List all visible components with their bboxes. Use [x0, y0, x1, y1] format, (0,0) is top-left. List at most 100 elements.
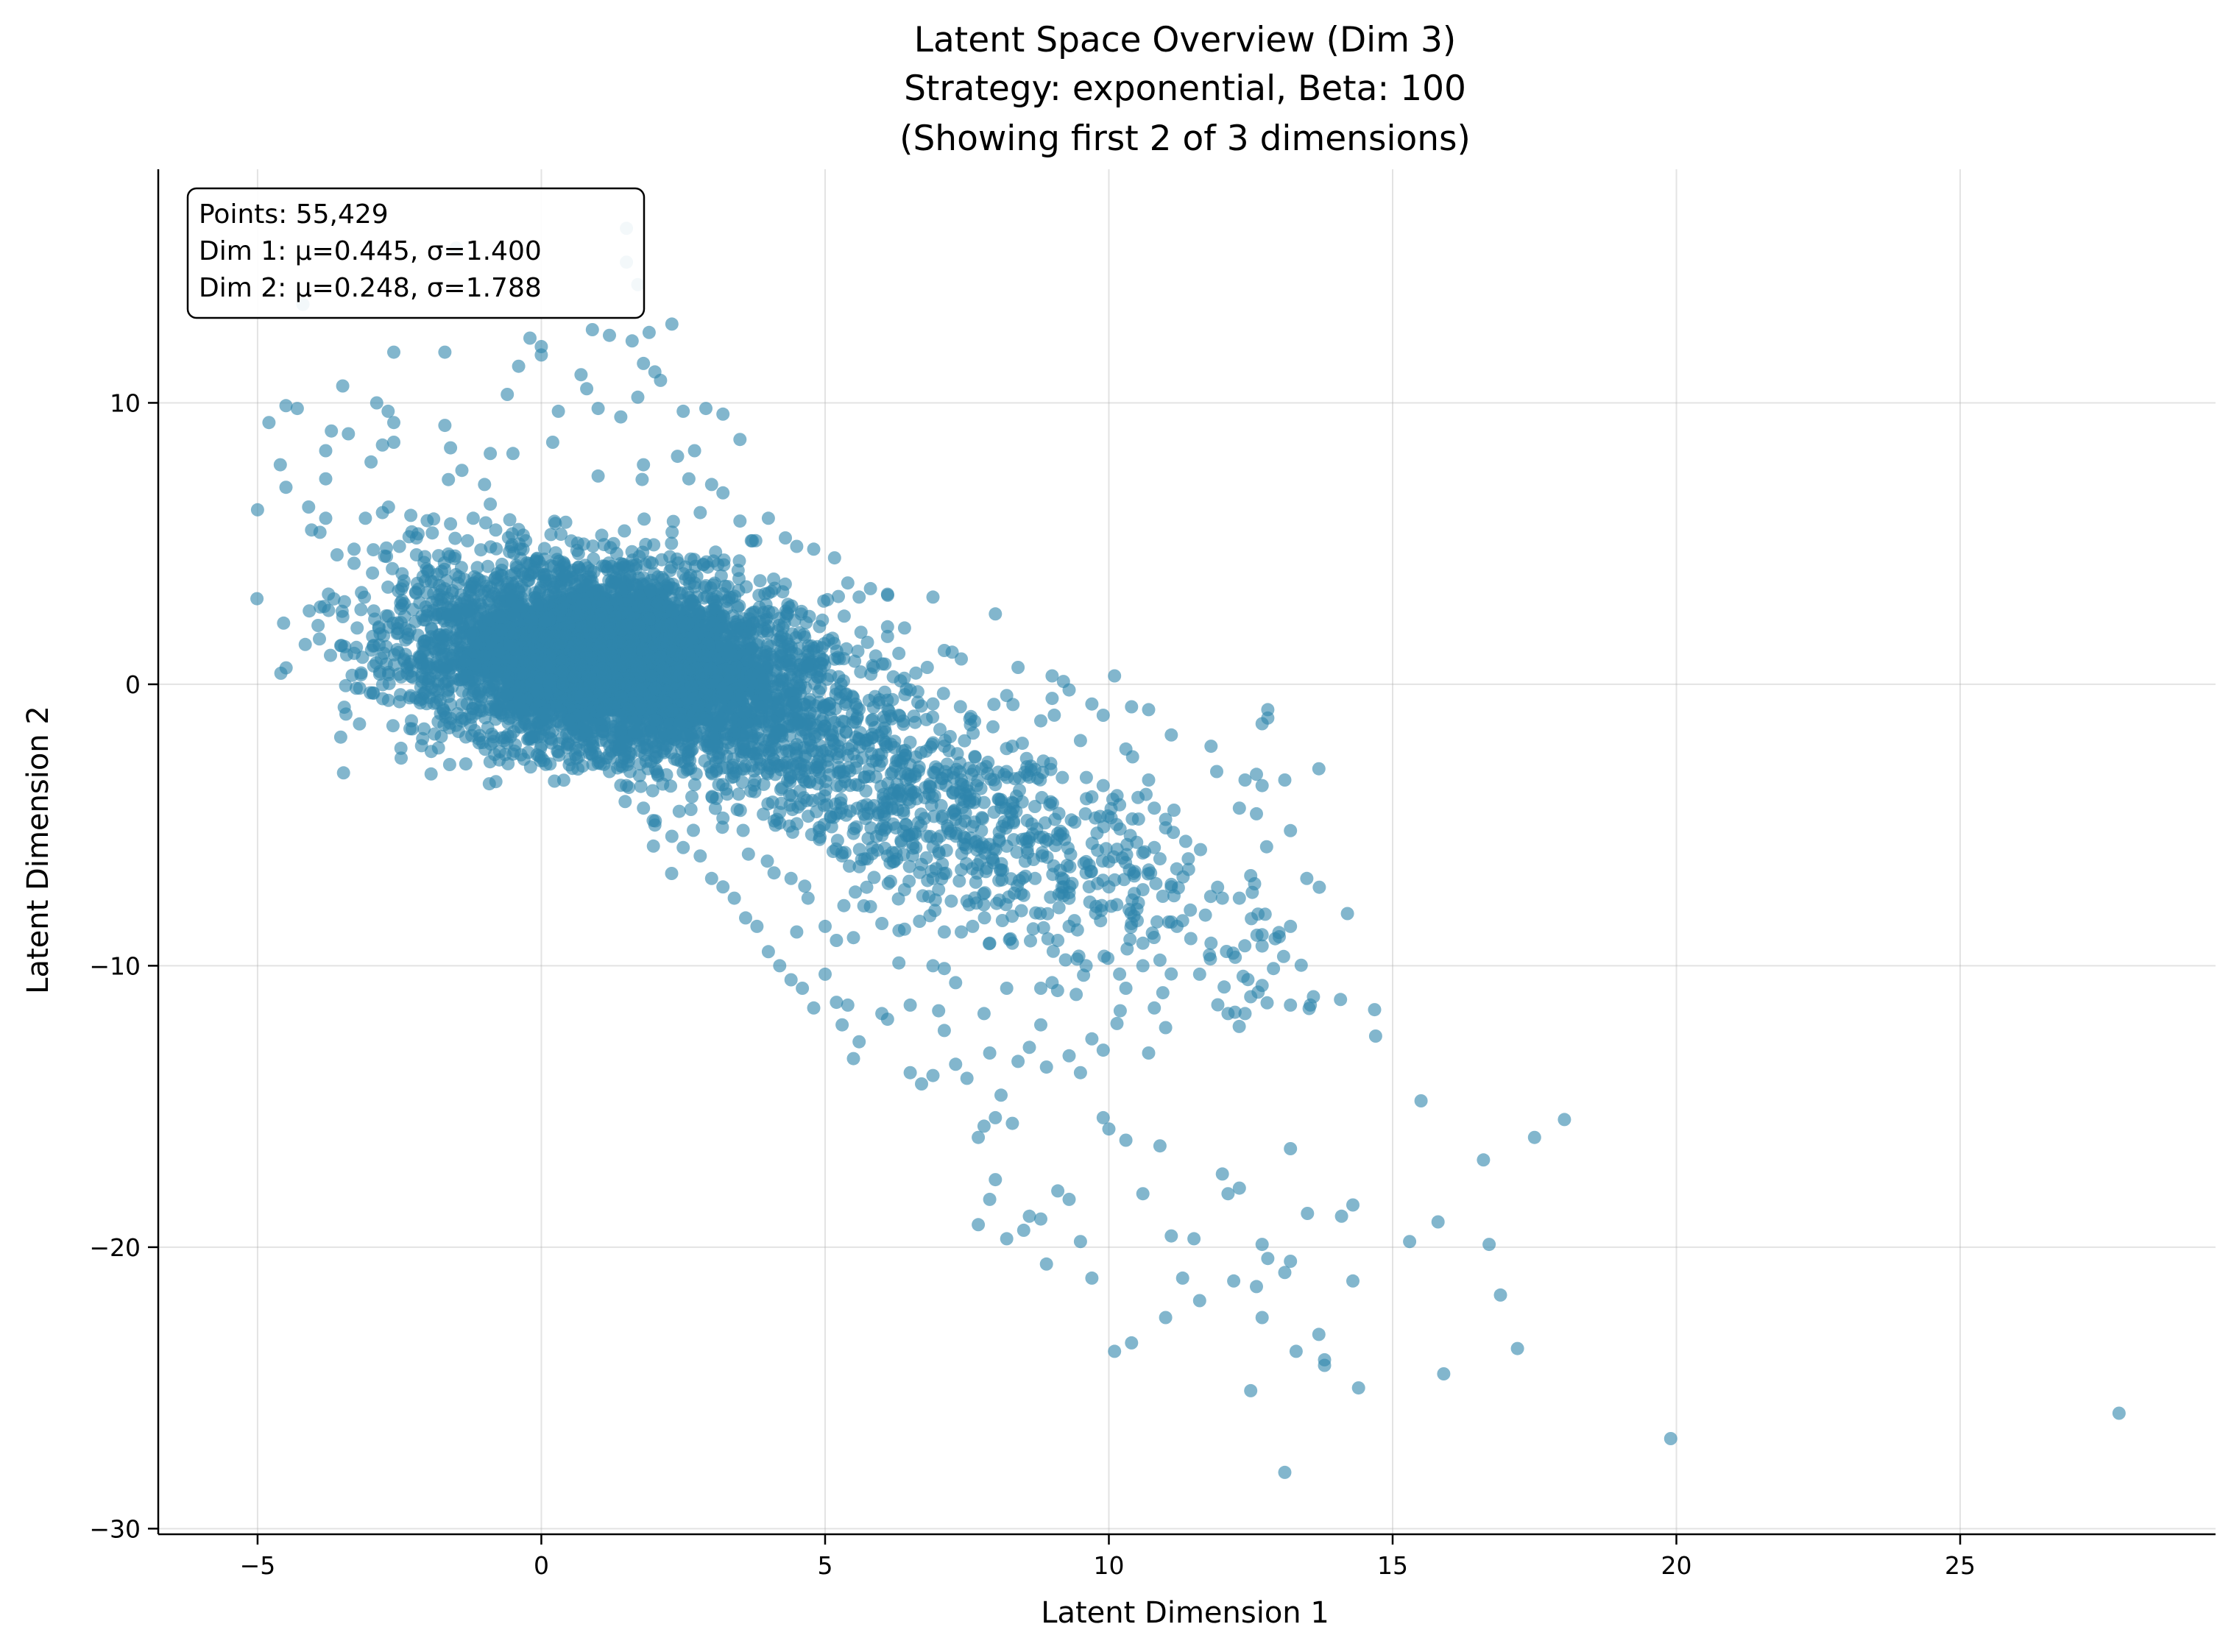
- data-point: [358, 590, 372, 604]
- data-point: [375, 678, 389, 692]
- data-point: [395, 751, 408, 765]
- data-point: [909, 666, 923, 680]
- data-point: [350, 621, 364, 635]
- data-point: [756, 624, 770, 638]
- data-point: [464, 707, 477, 721]
- data-point: [663, 629, 676, 643]
- data-point: [799, 616, 813, 630]
- data-point: [334, 639, 348, 653]
- data-point: [660, 768, 673, 781]
- data-point: [489, 523, 503, 537]
- data-point: [442, 472, 456, 486]
- data-point: [353, 717, 367, 731]
- data-point: [367, 659, 381, 673]
- data-point: [832, 652, 846, 666]
- data-point: [413, 596, 427, 610]
- data-point: [851, 645, 865, 658]
- data-point: [767, 572, 781, 586]
- data-point: [495, 568, 508, 582]
- data-point: [380, 541, 393, 555]
- data-point: [704, 662, 718, 676]
- data-point: [414, 680, 428, 694]
- chart-title: Latent Space Overview (Dim 3) Strategy: …: [899, 20, 1471, 159]
- data-point: [869, 649, 883, 663]
- data-point: [274, 666, 288, 680]
- data-point: [381, 609, 395, 623]
- data-point: [634, 779, 648, 793]
- data-point: [609, 547, 623, 561]
- data-point: [694, 606, 708, 620]
- data-point: [687, 778, 701, 792]
- data-point: [743, 625, 757, 639]
- data-point: [424, 745, 438, 759]
- data-point: [746, 606, 760, 620]
- data-point: [354, 603, 368, 617]
- data-point: [538, 614, 552, 628]
- data-point: [396, 579, 410, 593]
- data-point: [394, 741, 408, 755]
- data-point: [521, 745, 535, 759]
- data-point: [403, 691, 417, 705]
- data-point: [478, 516, 492, 530]
- data-point: [559, 515, 573, 529]
- data-point: [335, 604, 349, 618]
- data-point: [554, 528, 568, 542]
- data-point: [503, 513, 517, 527]
- data-point: [562, 713, 576, 727]
- data-point: [552, 715, 566, 728]
- data-point: [403, 722, 417, 736]
- grid: [158, 169, 2216, 1534]
- data-point: [425, 526, 439, 540]
- data-point: [298, 637, 312, 651]
- data-point: [353, 681, 367, 695]
- data-point: [324, 648, 337, 662]
- data-point: [420, 586, 434, 600]
- data-point: [644, 701, 658, 715]
- data-point: [489, 542, 503, 556]
- data-point: [467, 684, 481, 698]
- data-point: [665, 525, 679, 539]
- data-point: [537, 542, 551, 556]
- data-point: [366, 566, 380, 580]
- data-point: [605, 744, 619, 758]
- data-point: [442, 758, 456, 771]
- data-point: [417, 722, 431, 736]
- data-point: [339, 678, 353, 692]
- data-point: [618, 524, 632, 538]
- data-point: [812, 684, 826, 698]
- data-point: [597, 538, 611, 552]
- data-point: [565, 534, 579, 548]
- data-point: [461, 604, 475, 618]
- data-point: [837, 609, 851, 623]
- data-point: [535, 729, 549, 743]
- data-point: [779, 609, 793, 623]
- data-point: [646, 784, 660, 798]
- data-point: [448, 549, 462, 563]
- data-point: [444, 698, 457, 712]
- data-point: [615, 689, 629, 703]
- data-point: [604, 646, 618, 660]
- data-point: [793, 625, 807, 639]
- data-point: [354, 668, 368, 682]
- data-point: [439, 574, 453, 588]
- data-point: [386, 719, 400, 733]
- data-point: [339, 707, 353, 721]
- data-point: [443, 716, 457, 730]
- data-point: [476, 602, 490, 616]
- data-point: [642, 612, 656, 626]
- data-point: [523, 760, 537, 774]
- data-point: [860, 635, 874, 649]
- data-point: [684, 803, 698, 816]
- data-point: [548, 774, 562, 788]
- data-point: [386, 561, 400, 575]
- data-point: [493, 581, 507, 595]
- data-points: [250, 221, 2126, 1479]
- data-point: [813, 620, 827, 634]
- data-point: [422, 691, 436, 705]
- data-point: [635, 472, 649, 486]
- data-point: [648, 713, 662, 727]
- data-point: [712, 778, 726, 792]
- data-point: [718, 579, 732, 593]
- data-point: [646, 839, 660, 853]
- data-point: [277, 616, 291, 630]
